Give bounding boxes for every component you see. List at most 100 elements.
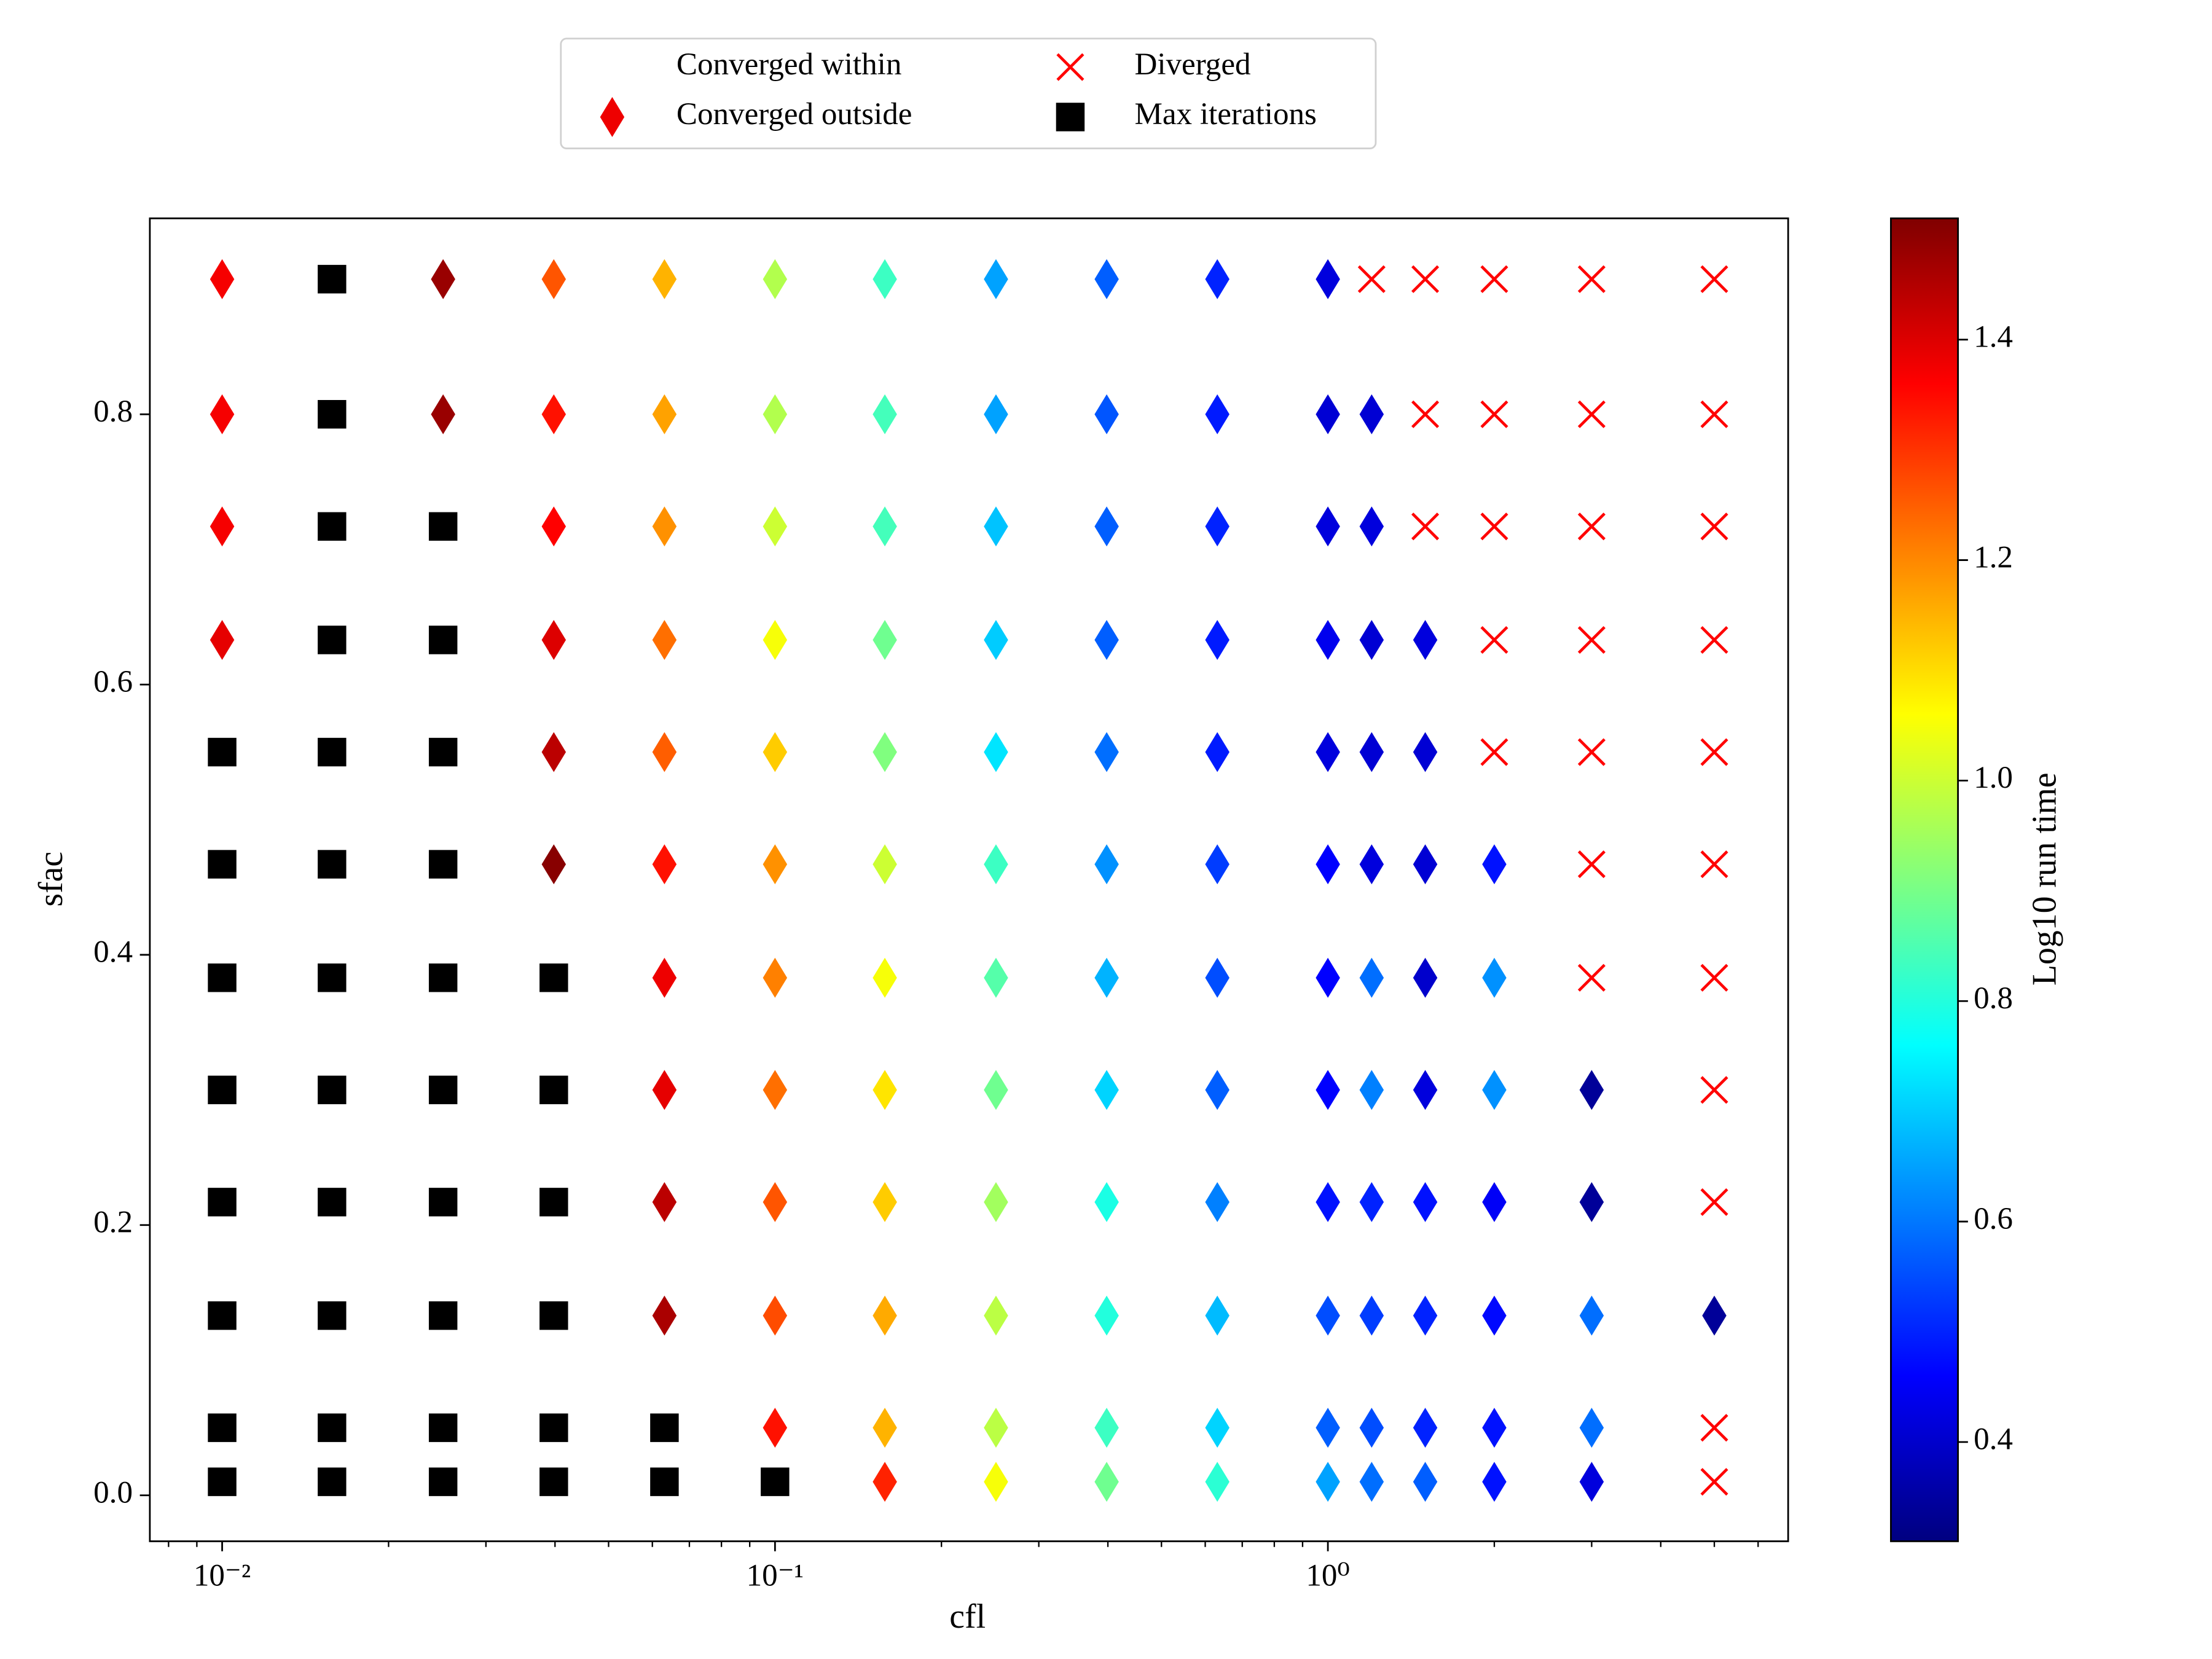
square-marker [650, 1467, 679, 1496]
square-marker [318, 963, 347, 992]
diamond-marker [873, 844, 897, 885]
diamond-marker [652, 506, 677, 547]
axes-frame [149, 217, 1789, 1542]
diamond-marker [1413, 1408, 1438, 1448]
diamond-marker [1316, 619, 1340, 661]
diamond-marker [763, 1070, 788, 1110]
diamond-marker [652, 732, 677, 772]
y-axis-label: sfac [32, 852, 70, 907]
square-marker [318, 265, 347, 294]
diamond-marker [652, 844, 677, 885]
diamond-marker [1205, 957, 1230, 998]
diamond-marker [541, 844, 567, 885]
legend-label: Converged within [677, 47, 902, 82]
x-marker [1480, 512, 1508, 541]
diamond-marker [1316, 957, 1340, 998]
x-marker [1577, 850, 1606, 879]
y-tick-label: 0.6 [93, 664, 133, 699]
diamond-marker [873, 732, 897, 772]
diamond-marker [1359, 844, 1384, 885]
legend-label: Diverged [1134, 47, 1250, 82]
x-tick-label: 10⁻² [194, 1558, 251, 1593]
colorbar-tick-label: 1.4 [1974, 319, 2013, 354]
diamond-marker [1359, 1408, 1384, 1448]
diamond-marker [873, 1295, 897, 1336]
diamond-marker [1205, 506, 1230, 547]
x-marker [1480, 738, 1508, 766]
diamond-marker [652, 394, 677, 434]
square-marker [539, 1413, 568, 1442]
square-marker [650, 1413, 679, 1442]
diamond-marker [1205, 844, 1230, 885]
square-marker [428, 1467, 458, 1496]
legend-frame [560, 37, 1377, 149]
diamond-marker [652, 259, 677, 299]
diamond-marker [1094, 1408, 1119, 1448]
diamond-marker [873, 1462, 897, 1502]
diamond-marker [1359, 1182, 1384, 1222]
x-marker [1577, 512, 1606, 541]
diamond-marker [1413, 844, 1438, 885]
diamond-marker [1316, 1182, 1340, 1222]
diamond-marker [984, 732, 1008, 772]
x-marker [1700, 265, 1728, 293]
diamond-marker [1316, 506, 1340, 547]
diamond-marker [1316, 259, 1340, 299]
square-marker [318, 626, 347, 654]
square-marker [318, 400, 347, 429]
diamond-marker [873, 394, 897, 434]
diamond-marker [1094, 1295, 1119, 1336]
diamond-marker [1359, 619, 1384, 661]
diamond-marker [1094, 732, 1119, 772]
square-marker [539, 1301, 568, 1330]
colorbar-tick-label: 1.2 [1974, 539, 2013, 575]
diamond-marker [763, 619, 788, 661]
diamond-marker [984, 1408, 1008, 1448]
x-marker [1357, 265, 1386, 293]
x-marker [1411, 400, 1440, 428]
diamond-marker [1316, 394, 1340, 434]
x-marker [1577, 400, 1606, 428]
x-tick-label: 10⁻¹ [747, 1558, 804, 1593]
diamond-marker [1413, 1182, 1438, 1222]
diamond-marker [1316, 1408, 1340, 1448]
diamond-marker [763, 957, 788, 998]
square-marker [428, 1413, 458, 1442]
diamond-marker [210, 394, 235, 434]
diamond-marker [763, 1182, 788, 1222]
diamond-marker [431, 259, 455, 299]
diamond-marker [873, 619, 897, 661]
y-tick-label: 0.0 [93, 1475, 133, 1510]
diamond-marker [1316, 732, 1340, 772]
y-tick-label: 0.2 [93, 1204, 133, 1239]
diamond-marker [1094, 259, 1119, 299]
diamond-marker [1316, 1070, 1340, 1110]
diamond-marker [1359, 506, 1384, 547]
x-marker [1700, 1076, 1728, 1104]
diamond-marker [984, 844, 1008, 885]
diamond-marker [1094, 506, 1119, 547]
diamond-marker [873, 1070, 897, 1110]
diamond-marker [1205, 1070, 1230, 1110]
diamond-marker [1359, 957, 1384, 998]
diamond-marker [1413, 732, 1438, 772]
diamond-marker [1413, 1462, 1438, 1502]
colorbar-tick-label: 0.8 [1974, 981, 2013, 1016]
square-marker [208, 1188, 237, 1217]
legend-label: Max iterations [1134, 96, 1316, 131]
x-marker [1700, 626, 1728, 654]
x-marker [1577, 626, 1606, 654]
diamond-marker [1359, 732, 1384, 772]
x-marker [1577, 265, 1606, 293]
square-marker [428, 626, 458, 654]
diamond-marker [763, 394, 788, 434]
diamond-marker [873, 1408, 897, 1448]
diamond-marker [1359, 1070, 1384, 1110]
square-marker [318, 1301, 347, 1330]
colorbar [1891, 218, 1958, 1542]
x-marker [1577, 963, 1606, 992]
x-marker [1700, 1414, 1728, 1442]
diamond-marker [873, 259, 897, 299]
diamond-marker [984, 957, 1008, 998]
colorbar-frame [1890, 217, 1959, 1542]
